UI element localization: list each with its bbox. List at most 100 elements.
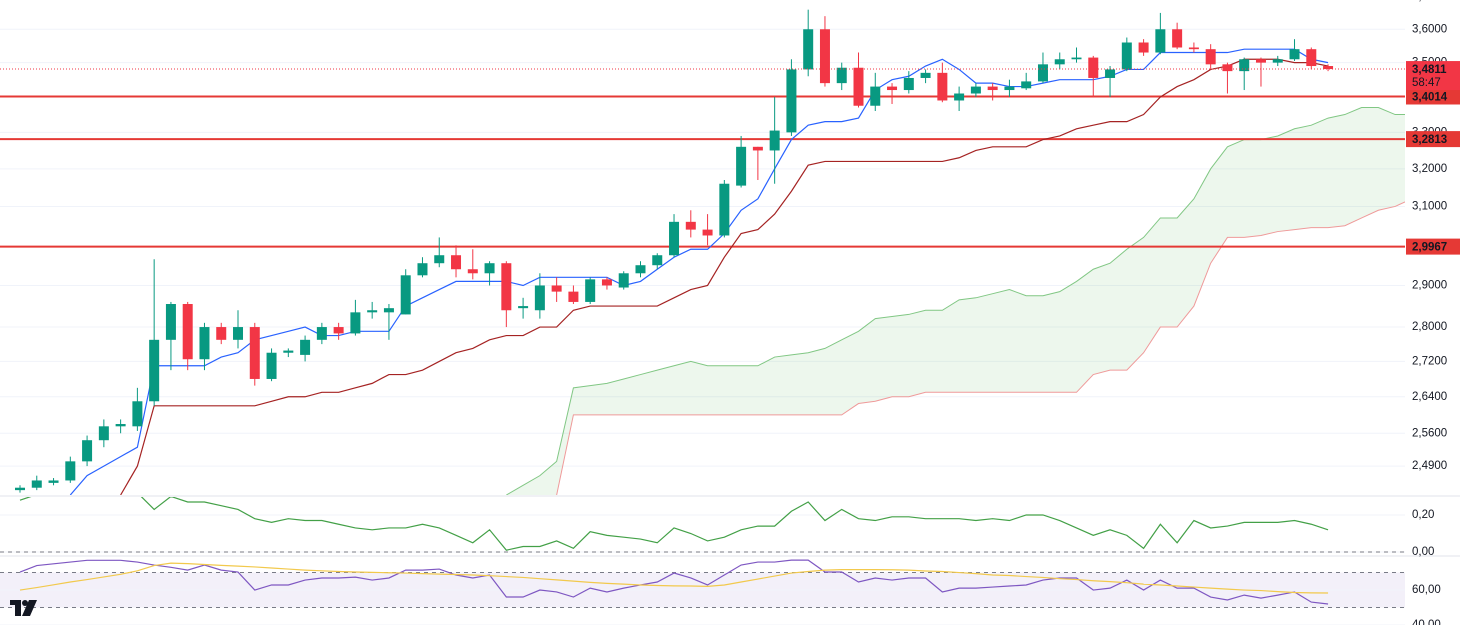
candle-body [300,339,311,355]
candle-body [1255,59,1266,63]
candle-body [786,69,797,133]
candle-body [484,263,495,274]
candle-body [467,269,478,274]
candle-body [48,480,59,483]
y-tick-label: 2,8000 [1412,321,1447,333]
pane [0,559,1405,625]
candle-body [165,304,176,340]
candle-body [1054,59,1065,65]
candle-body [383,308,394,313]
candle-body [1172,29,1183,48]
candle-body [652,255,663,266]
candle-body [534,285,545,311]
candle-body [451,255,462,270]
series-line [19,562,1329,594]
candle-body [417,263,428,276]
candle-body [316,327,327,340]
logo [10,600,37,616]
candle-body [1272,59,1283,63]
candle-body [853,67,864,106]
candle-body [266,352,277,379]
candle-body [1071,57,1082,60]
candle-body [568,291,579,302]
candle-body [31,480,42,488]
candle-body [1222,64,1233,72]
candle-body [635,265,646,274]
candle-body [15,487,25,491]
y-tick-label: 3,1000 [1412,200,1447,212]
series-line [19,559,1329,605]
series-line [19,497,1329,551]
candle-body [98,426,109,441]
y-tick-label: 2,5600 [1412,427,1447,439]
candle-body [702,229,713,236]
candle-body [1155,29,1166,53]
candle-body [752,146,763,151]
candle-body [887,86,898,91]
y-tick-label: 2,9000 [1412,280,1447,292]
candle-body [65,461,76,481]
y-tick-label: 60,00 [1412,584,1441,596]
level-label-box [1406,88,1460,105]
y-tick-label: 3,7000 [1412,0,1447,3]
candle-body [987,86,998,91]
logo-shape [10,600,21,616]
candle-body [1306,49,1317,67]
candle-body [249,327,260,379]
level-label: 2,9967 [1412,242,1447,254]
candle-body [1239,59,1250,72]
candle-body [501,263,512,311]
candle-body [954,93,965,101]
level-label: 3,4014 [1412,92,1448,104]
candle-body [870,86,881,106]
candle-body [149,339,160,402]
candle-body [82,440,93,462]
level-label-box [1406,131,1460,148]
candle-body [937,72,948,101]
candle-body [1323,66,1334,70]
y-tick-label: 2,7200 [1412,355,1447,367]
candle-body [970,86,981,94]
candle-body [400,275,411,315]
candle-body [1289,49,1300,60]
series-line [120,58,1329,495]
candle-body [1138,42,1149,53]
candle-body [1188,47,1199,50]
candle-body [819,29,830,84]
candle-body [199,327,210,360]
candle-body [585,279,596,302]
y-tick-label: 2,4900 [1412,460,1447,472]
candle-body [618,273,629,288]
candle-body [836,67,847,84]
cloud-fill [506,107,1405,495]
pane [0,9,1405,495]
logo-shape [22,600,28,606]
candle-body [283,350,294,353]
last-price-label: 3,4811 [1412,64,1447,76]
candle-body [233,327,244,340]
candle-body [518,306,529,309]
candle-body [1088,57,1099,78]
candle-body [1021,81,1032,89]
y-tick-label: 3,6000 [1412,23,1447,35]
candle-body [1105,69,1116,78]
candle-body [803,29,814,70]
level-label: 3,2813 [1412,134,1447,146]
candle-body [1121,42,1132,70]
candle-body [736,146,747,186]
candle-body [182,304,193,360]
y-tick-label: 3,2000 [1412,163,1447,175]
candle-body [719,183,730,236]
candle-body [1037,64,1048,82]
candle-body [350,312,361,334]
y-tick-label: 0,00 [1412,546,1434,558]
candle-body [333,327,344,334]
countdown-label: 58:47 [1412,77,1441,89]
candle-body [367,310,378,313]
candle-body [601,279,612,286]
candle-body [903,77,914,91]
pane [0,497,1405,553]
